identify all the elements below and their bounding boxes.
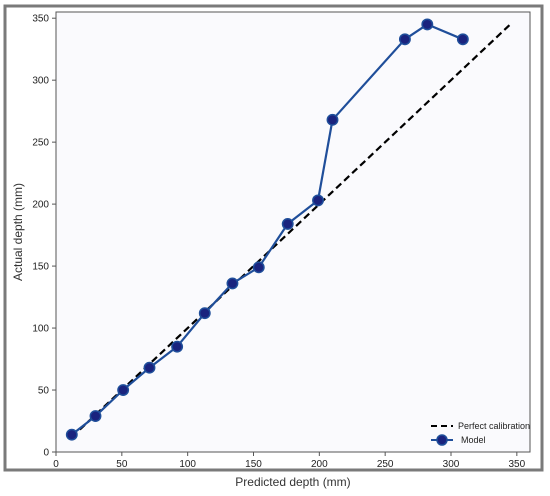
model-point (456, 33, 469, 46)
model-point (226, 277, 239, 290)
y-axis-label: Actual depth (mm) (11, 183, 25, 281)
model-point (421, 18, 434, 31)
y-tick-label: 350 (32, 14, 49, 25)
model-point (312, 194, 324, 207)
y-tick-label: 300 (32, 76, 49, 87)
x-tick-label: 350 (508, 459, 525, 470)
x-tick-label: 300 (443, 459, 460, 470)
y-tick-label: 100 (32, 324, 49, 335)
model-point (89, 410, 102, 423)
model-point (326, 113, 339, 126)
model-point (143, 361, 156, 374)
y-tick-label: 250 (32, 138, 49, 149)
x-tick-label: 50 (116, 459, 128, 470)
x-tick-label: 150 (245, 459, 262, 470)
y-tick-label: 50 (38, 386, 50, 397)
model-point (198, 307, 211, 320)
axis-ticks: 0 50 100 150 200 250 300 350 0 50 100 150 200 250 300 3… (32, 14, 525, 470)
x-tick-label: 250 (377, 459, 394, 470)
y-tick-label: 150 (32, 262, 49, 273)
model-point (65, 428, 78, 441)
y-tick-label: 0 (43, 448, 49, 459)
x-tick-label: 200 (311, 459, 328, 470)
y-tick-label: 200 (32, 200, 49, 211)
legend-label-model: Model (461, 435, 486, 445)
legend-label-perfect-calibration: Perfect calibration (458, 421, 530, 431)
model-point (117, 384, 130, 396)
model-point (281, 217, 294, 230)
model-point (252, 261, 265, 274)
x-tick-label: 0 (53, 459, 59, 470)
legend: Perfect calibration Model (431, 421, 530, 446)
model-point (398, 33, 411, 46)
x-tick-label: 100 (179, 459, 196, 470)
x-axis-label: Predicted depth (mm) (235, 475, 350, 489)
legend-swatch-model-marker (436, 434, 448, 446)
model-point (171, 340, 184, 353)
series-layer (65, 18, 512, 441)
